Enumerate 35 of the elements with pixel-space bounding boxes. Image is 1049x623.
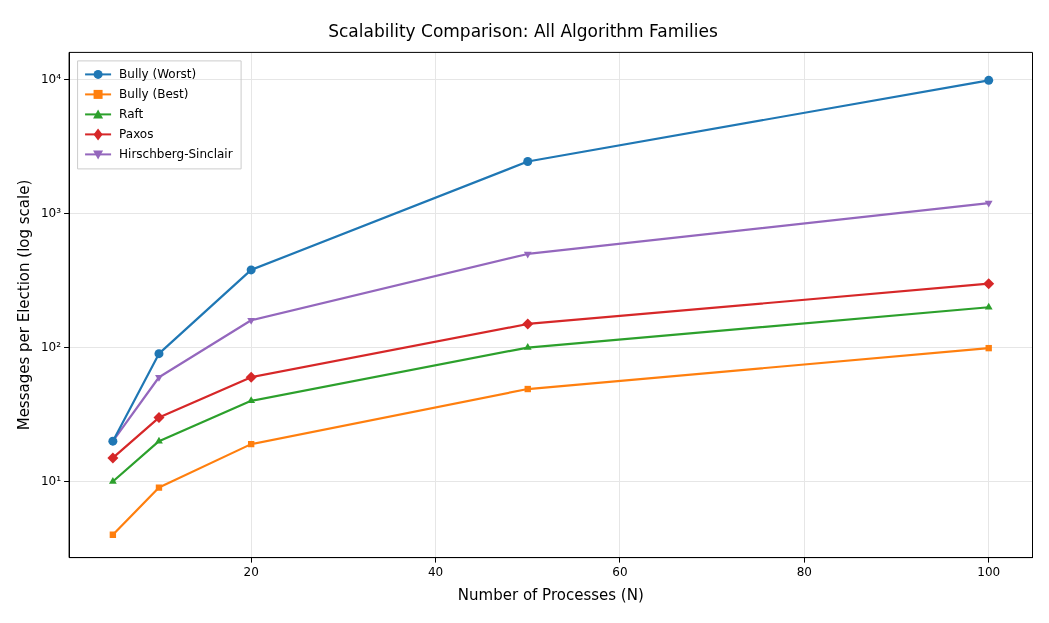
point (109, 531, 117, 538)
point (523, 251, 532, 259)
x-tick-label: 40 (427, 564, 444, 579)
legend-label: Paxos (119, 126, 154, 141)
chart-title: Scalability Comparison: All Algorithm Families (328, 20, 718, 41)
point (523, 157, 533, 167)
x-axis-title: Number of Processes (N) (457, 585, 644, 604)
legend-label: Raft (119, 106, 144, 121)
point (523, 343, 532, 350)
x-tick-label: 80 (796, 564, 812, 579)
point (155, 484, 163, 491)
point (107, 452, 119, 464)
point (246, 265, 256, 275)
point (983, 278, 995, 290)
point (154, 349, 164, 359)
point (984, 75, 994, 85)
x-tick-label: 60 (612, 564, 628, 579)
legend-label: Hirschberg-Sinclair (119, 146, 233, 161)
y-tick-label: 10² (40, 339, 62, 354)
y-tick-label: 10³ (40, 205, 62, 220)
point (247, 317, 256, 325)
x-tick-label: 100 (977, 564, 1001, 579)
x-tick-label: 20 (243, 564, 259, 579)
point (984, 200, 993, 208)
point (522, 318, 534, 330)
point (155, 375, 163, 382)
point (108, 476, 117, 484)
legend-label: Bully (Worst) (119, 66, 197, 81)
y-tick-label: 10¹ (40, 473, 62, 488)
point (247, 396, 256, 404)
point (245, 371, 257, 383)
point (153, 412, 165, 424)
y-tick-label: 10⁴ (40, 71, 62, 86)
y-axis-title: Messages per Election (log scale) (14, 179, 33, 431)
legend-label: Bully (Best) (119, 86, 189, 101)
